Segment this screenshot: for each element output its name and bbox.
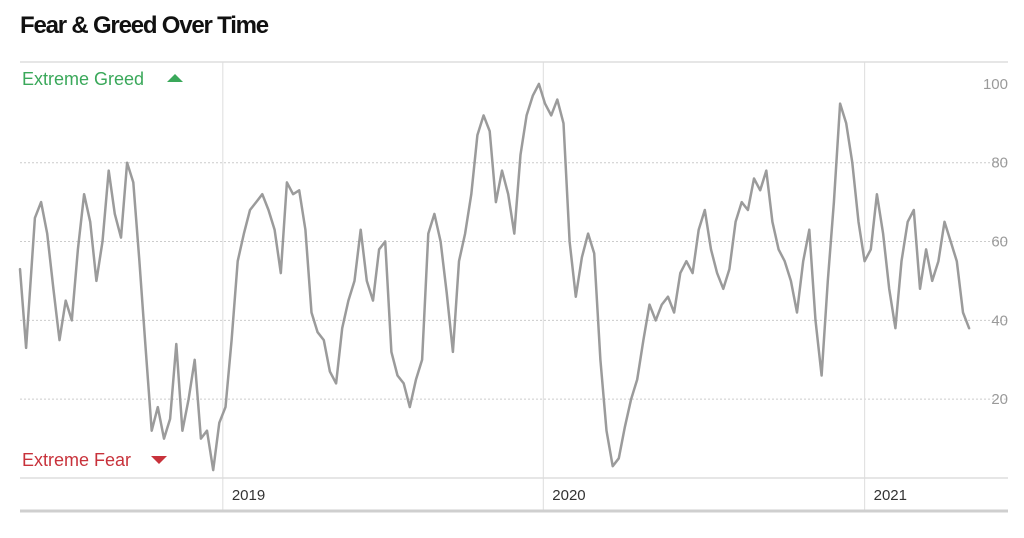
x-tick-label: 2019 bbox=[232, 487, 265, 504]
series-group bbox=[18, 82, 971, 472]
x-tick-label: 2020 bbox=[552, 487, 585, 504]
extreme-greed-label: Extreme Greed bbox=[22, 69, 144, 89]
series-line bbox=[18, 82, 971, 472]
y-tick-label: 100 bbox=[983, 76, 1008, 93]
triangle-down-icon bbox=[151, 456, 167, 464]
grid-lines bbox=[20, 61, 1008, 513]
triangle-up-icon bbox=[167, 74, 183, 82]
chart-title: Fear & Greed Over Time bbox=[20, 12, 269, 39]
y-tick-label: 60 bbox=[991, 234, 1008, 251]
x-axis: 2019 2020 2021 bbox=[232, 487, 907, 504]
zone-annotations: Extreme Greed Extreme Fear bbox=[22, 69, 183, 470]
y-tick-label: 80 bbox=[991, 155, 1008, 172]
extreme-fear-label: Extreme Fear bbox=[22, 450, 131, 470]
y-axis: 20 40 60 80 100 bbox=[983, 76, 1008, 408]
x-tick-label: 2021 bbox=[874, 487, 907, 504]
y-tick-label: 20 bbox=[991, 391, 1008, 408]
y-tick-label: 40 bbox=[991, 312, 1008, 329]
